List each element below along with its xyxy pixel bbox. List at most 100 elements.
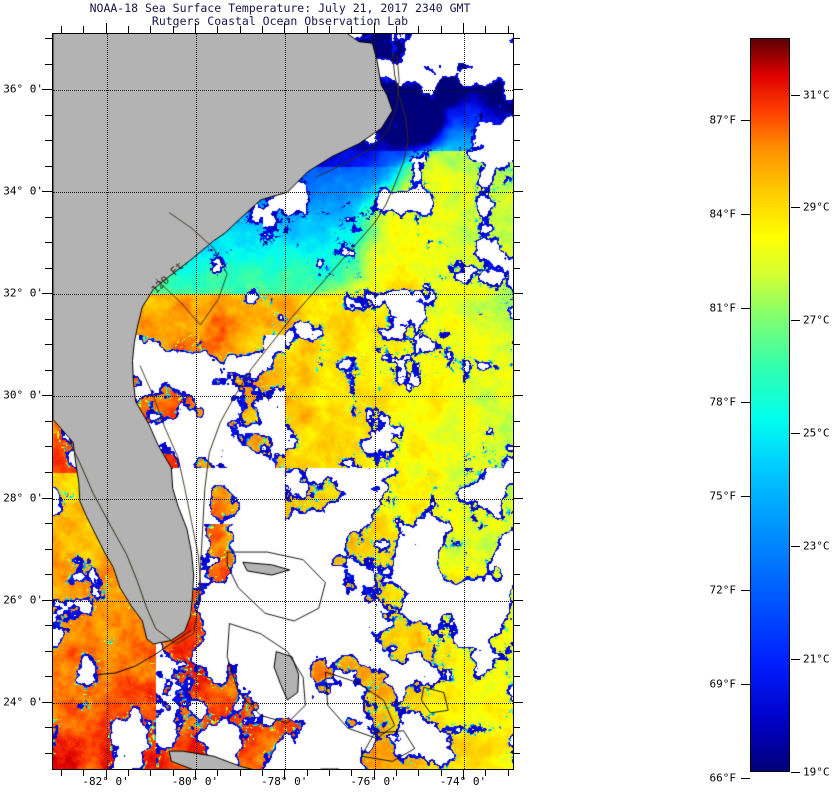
colorbar-tick-celsius: [791, 320, 800, 321]
lat-tick-minor: [45, 753, 52, 754]
colorbar-label-fahrenheit: 66°F: [710, 772, 737, 785]
lon-axis-label: -76° 0': [350, 775, 396, 788]
lat-tick-minor: [45, 64, 52, 65]
colorbar-label-celsius: 21°C: [803, 653, 830, 666]
lon-tick-minor-top: [396, 26, 397, 33]
lon-tick-minor-top: [150, 26, 151, 33]
lon-tick-minor-top: [508, 26, 509, 33]
lat-tick-major: [42, 293, 52, 294]
lon-tick-minor-top: [240, 26, 241, 33]
colorbar-tick-fahrenheit: [741, 402, 750, 403]
lon-tick-minor: [240, 769, 241, 776]
lat-axis-label: 34° 0': [3, 185, 43, 198]
lat-tick-minor: [45, 676, 52, 677]
lon-tick-minor-top: [485, 26, 486, 33]
sst-heatmap-canvas[interactable]: [53, 34, 513, 769]
lat-tick-minor-right: [513, 38, 520, 39]
colorbar-tick-celsius: [791, 95, 800, 96]
lat-tick-minor: [45, 370, 52, 371]
lat-tick-major-right: [513, 498, 523, 499]
lat-tick-major-right: [513, 600, 523, 601]
colorbar-tick-celsius: [791, 207, 800, 208]
colorbar-tick-fahrenheit: [741, 778, 750, 779]
lat-tick-minor-right: [513, 140, 520, 141]
colorbar-label-celsius: 29°C: [803, 201, 830, 214]
lon-tick-major-top: [106, 23, 107, 33]
colorbar-tick-fahrenheit: [741, 496, 750, 497]
lat-tick-minor-right: [513, 370, 520, 371]
lon-tick-minor-top: [61, 26, 62, 33]
colorbar-tick-celsius: [791, 659, 800, 660]
lat-tick-minor-right: [513, 727, 520, 728]
colorbar-label-fahrenheit: 81°F: [710, 301, 737, 314]
lat-tick-minor-right: [513, 268, 520, 269]
colorbar-tick-celsius: [791, 772, 800, 773]
lat-tick-minor-right: [513, 217, 520, 218]
lon-tick-minor-top: [217, 26, 218, 33]
lat-tick-major-right: [513, 293, 523, 294]
lon-tick-minor: [508, 769, 509, 776]
lat-tick-minor-right: [513, 549, 520, 550]
lat-tick-minor-right: [513, 472, 520, 473]
lat-tick-minor: [45, 38, 52, 39]
colorbar-label-celsius: 23°C: [803, 540, 830, 553]
colorbar-tick-fahrenheit: [741, 590, 750, 591]
lon-tick-major-top: [374, 23, 375, 33]
lat-tick-minor: [45, 446, 52, 447]
lat-tick-minor: [45, 574, 52, 575]
lat-tick-minor: [45, 319, 52, 320]
colorbar-tick-fahrenheit: [741, 214, 750, 215]
lat-tick-minor-right: [513, 242, 520, 243]
lat-tick-minor-right: [513, 446, 520, 447]
colorbar-label-celsius: 25°C: [803, 427, 830, 440]
lon-tick-minor-top: [441, 26, 442, 33]
lon-tick-minor-top: [307, 26, 308, 33]
lat-tick-minor: [45, 140, 52, 141]
lat-tick-minor-right: [513, 676, 520, 677]
lon-axis-label: -78° 0': [261, 775, 307, 788]
lon-tick-major-top: [195, 23, 196, 33]
lat-tick-major-right: [513, 702, 523, 703]
colorbar-label-fahrenheit: 87°F: [710, 113, 737, 126]
colorbar-tick-celsius: [791, 546, 800, 547]
colorbar-label-fahrenheit: 75°F: [710, 490, 737, 503]
lat-axis-label: 32° 0': [3, 287, 43, 300]
lat-tick-major-right: [513, 395, 523, 396]
colorbar-tick-fahrenheit: [741, 684, 750, 685]
lat-tick-minor: [45, 523, 52, 524]
page-title: NOAA-18 Sea Surface Temperature: July 21…: [0, 2, 560, 28]
lon-tick-minor-top: [83, 26, 84, 33]
lat-tick-major: [42, 702, 52, 703]
colorbar-label-fahrenheit: 69°F: [710, 678, 737, 691]
lat-tick-major-right: [513, 191, 523, 192]
colorbar-tick-fahrenheit: [741, 308, 750, 309]
colorbar-tick-fahrenheit: [741, 120, 750, 121]
lon-tick-minor: [418, 769, 419, 776]
lat-tick-minor-right: [513, 753, 520, 754]
sst-map-plot[interactable]: [52, 33, 514, 770]
lon-tick-major-top: [284, 23, 285, 33]
lat-tick-minor-right: [513, 523, 520, 524]
colorbar[interactable]: [750, 38, 790, 772]
colorbar-label-fahrenheit: 78°F: [710, 395, 737, 408]
lon-tick-minor-top: [173, 26, 174, 33]
lat-tick-minor-right: [513, 319, 520, 320]
colorbar-label-celsius: 19°C: [803, 766, 830, 779]
lon-tick-minor: [150, 769, 151, 776]
lat-tick-minor: [45, 217, 52, 218]
lon-tick-minor: [329, 769, 330, 776]
lon-tick-minor-top: [329, 26, 330, 33]
lat-tick-major: [42, 191, 52, 192]
lat-axis-label: 36° 0': [3, 83, 43, 96]
colorbar-label-fahrenheit: 84°F: [710, 207, 737, 220]
lat-tick-major: [42, 395, 52, 396]
lat-axis-label: 28° 0': [3, 491, 43, 504]
lon-tick-minor-top: [351, 26, 352, 33]
lat-tick-minor-right: [513, 166, 520, 167]
lon-axis-label: -82° 0': [82, 775, 128, 788]
lon-tick-minor: [61, 769, 62, 776]
lat-tick-minor: [45, 242, 52, 243]
lon-tick-major-top: [463, 23, 464, 33]
lat-tick-major: [42, 600, 52, 601]
lon-axis-label: -80° 0': [172, 775, 218, 788]
